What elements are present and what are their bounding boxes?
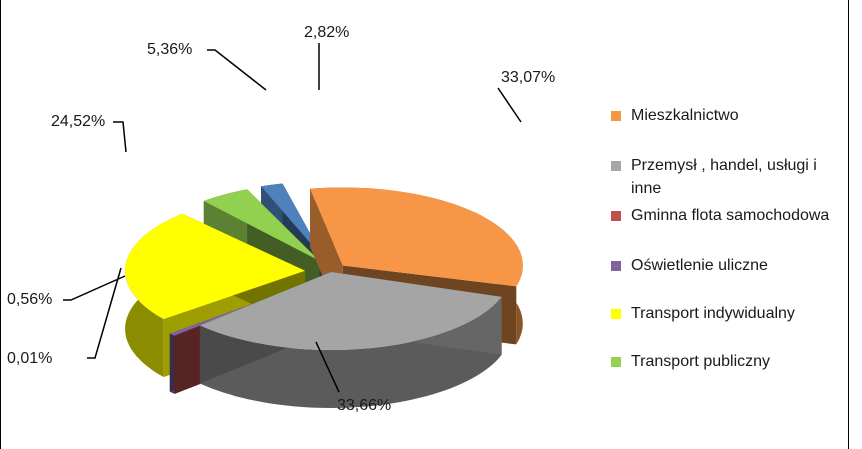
legend-swatch <box>611 357 621 367</box>
slice-top-face <box>199 272 502 350</box>
leader-line-4 <box>113 121 127 153</box>
legend-item-3: Oświetlenie uliczne <box>611 254 847 277</box>
slice-top-face <box>309 187 523 287</box>
legend-item-2: Gminna flota samochodowa <box>611 204 847 227</box>
leader-line-5 <box>207 49 267 91</box>
leader-line-2 <box>87 267 122 359</box>
leader-line-0 <box>497 87 522 123</box>
pie-slices <box>125 183 523 408</box>
legend-swatch <box>611 261 621 271</box>
legend-swatch <box>611 111 621 121</box>
data-label-4: 24,52% <box>51 113 105 130</box>
data-label-2: 0,01% <box>7 350 52 367</box>
pie-slice-1 <box>199 272 502 408</box>
data-label-3: 0,56% <box>7 291 52 308</box>
legend-item-1: Przemysł , handel, usługi i inne <box>611 154 847 200</box>
leader-line-3 <box>63 275 126 301</box>
data-labels: 33,07% 33,66% 0,01% 0,56% 24,52% 5,36% 2,82% <box>7 24 555 414</box>
data-label-5: 5,36% <box>147 41 192 58</box>
legend-label: Transport publiczny <box>631 353 771 370</box>
legend-item-4: Transport indywidualny <box>611 302 847 325</box>
slice-top-face <box>261 183 325 260</box>
data-label-1: 33,66% <box>337 397 391 414</box>
legend-item-0: Mieszkalnictwo <box>611 104 847 127</box>
legend-swatch <box>611 211 621 221</box>
legend-label: Transport indywidualny <box>631 305 795 322</box>
legend-label: Mieszkalnictwo <box>631 107 739 124</box>
legend-swatch <box>611 161 621 171</box>
legend-label: Oświetlenie uliczne <box>631 257 768 274</box>
slice-top-face <box>125 213 306 320</box>
slice-outer-wall <box>199 296 502 408</box>
legend-item-5: Transport publiczny <box>611 350 847 373</box>
leader-line-1 <box>315 341 340 393</box>
slice-top-face <box>203 189 320 261</box>
leader-lines <box>63 43 522 393</box>
data-label-0: 33,07% <box>501 69 555 86</box>
legend-label: Gminna flota samochodowa <box>631 207 830 224</box>
legend-label: Przemysł , handel, usługi i inne <box>631 157 817 197</box>
data-label-6: 2,82% <box>304 24 349 41</box>
legend-swatch <box>611 309 621 319</box>
